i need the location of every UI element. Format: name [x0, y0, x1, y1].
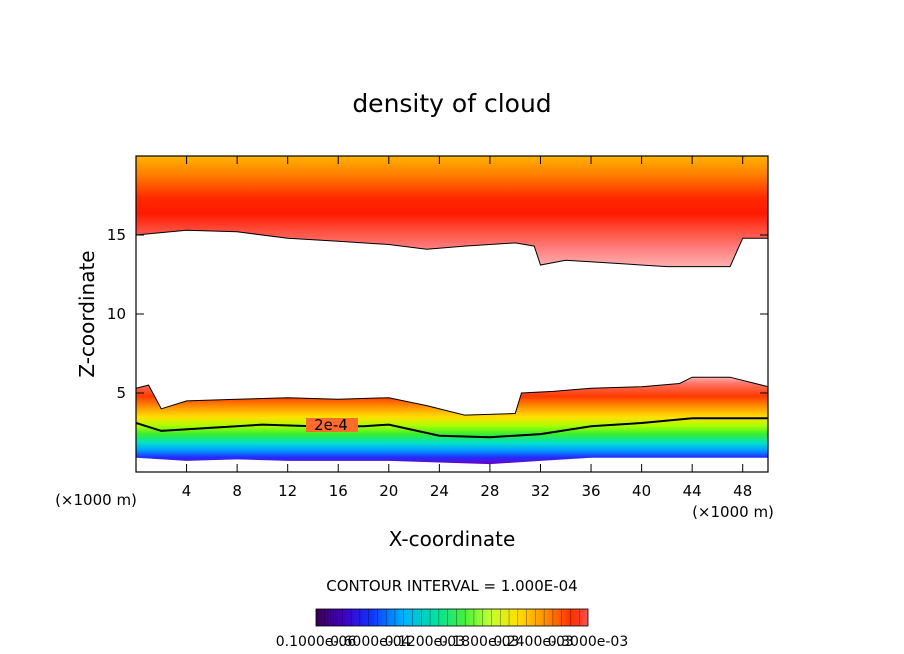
colorbar-label: 0.1000e-06	[276, 634, 357, 650]
contour-interval-text: CONTOUR INTERVAL = 1.000E-04	[326, 577, 577, 595]
x-tick-label: 16	[329, 482, 348, 500]
plot-area: 2e-4	[136, 156, 768, 465]
colorbar-label: 0.1800e-03	[439, 634, 519, 650]
x-tick-label: 8	[232, 482, 242, 500]
x-tick-label: 24	[430, 482, 449, 500]
contour-label: 2e-4	[314, 416, 348, 434]
upper-cloud-layer	[136, 156, 768, 267]
x-tick-label: 40	[632, 482, 651, 500]
x-tick-label: 32	[531, 482, 550, 500]
x-axis: 4 8 12 16 20 24 28 32 36 40 44 48	[182, 156, 752, 500]
x-tick-label: 36	[581, 482, 600, 500]
x-tick-label: 12	[278, 482, 297, 500]
contour-line-2e-4	[136, 417, 768, 439]
colorbar	[315, 608, 589, 627]
x-tick-label: 28	[480, 482, 499, 500]
contour-label-background	[306, 418, 358, 432]
colorbar-labels: 0.1000e-060.6000e-040.1200e-030.1800e-03…	[276, 634, 628, 650]
colorbar-ticks	[324, 609, 580, 626]
colorbar-label: 0.3000e-03	[548, 634, 628, 650]
x-axis-label: X-coordinate	[389, 527, 516, 551]
y-axis-label: Z-coordinate	[75, 250, 99, 377]
lower-cloud-layer	[136, 377, 768, 465]
x-tick-label: 4	[182, 482, 192, 500]
contour-line-upper-edge	[136, 229, 768, 268]
colorbar-label: 0.6000e-04	[330, 634, 411, 650]
y-axis: 5 10 15	[107, 226, 768, 402]
contour-line-lower-edge	[136, 376, 768, 416]
y-tick-label: 10	[107, 305, 126, 323]
x-tick-label: 44	[683, 482, 702, 500]
y-tick-label: 5	[116, 384, 126, 402]
colorbar-label: 0.1200e-03	[385, 634, 465, 650]
y-tick-label: 15	[107, 226, 126, 244]
x-unit-label-right: (×1000 m)	[692, 503, 774, 521]
colorbar-label: 0.2400e-03	[493, 634, 573, 650]
x-tick-label: 20	[379, 482, 398, 500]
chart-title: density of cloud	[352, 89, 551, 118]
x-unit-label-left: (×1000 m)	[55, 491, 137, 509]
x-tick-label: 48	[733, 482, 752, 500]
